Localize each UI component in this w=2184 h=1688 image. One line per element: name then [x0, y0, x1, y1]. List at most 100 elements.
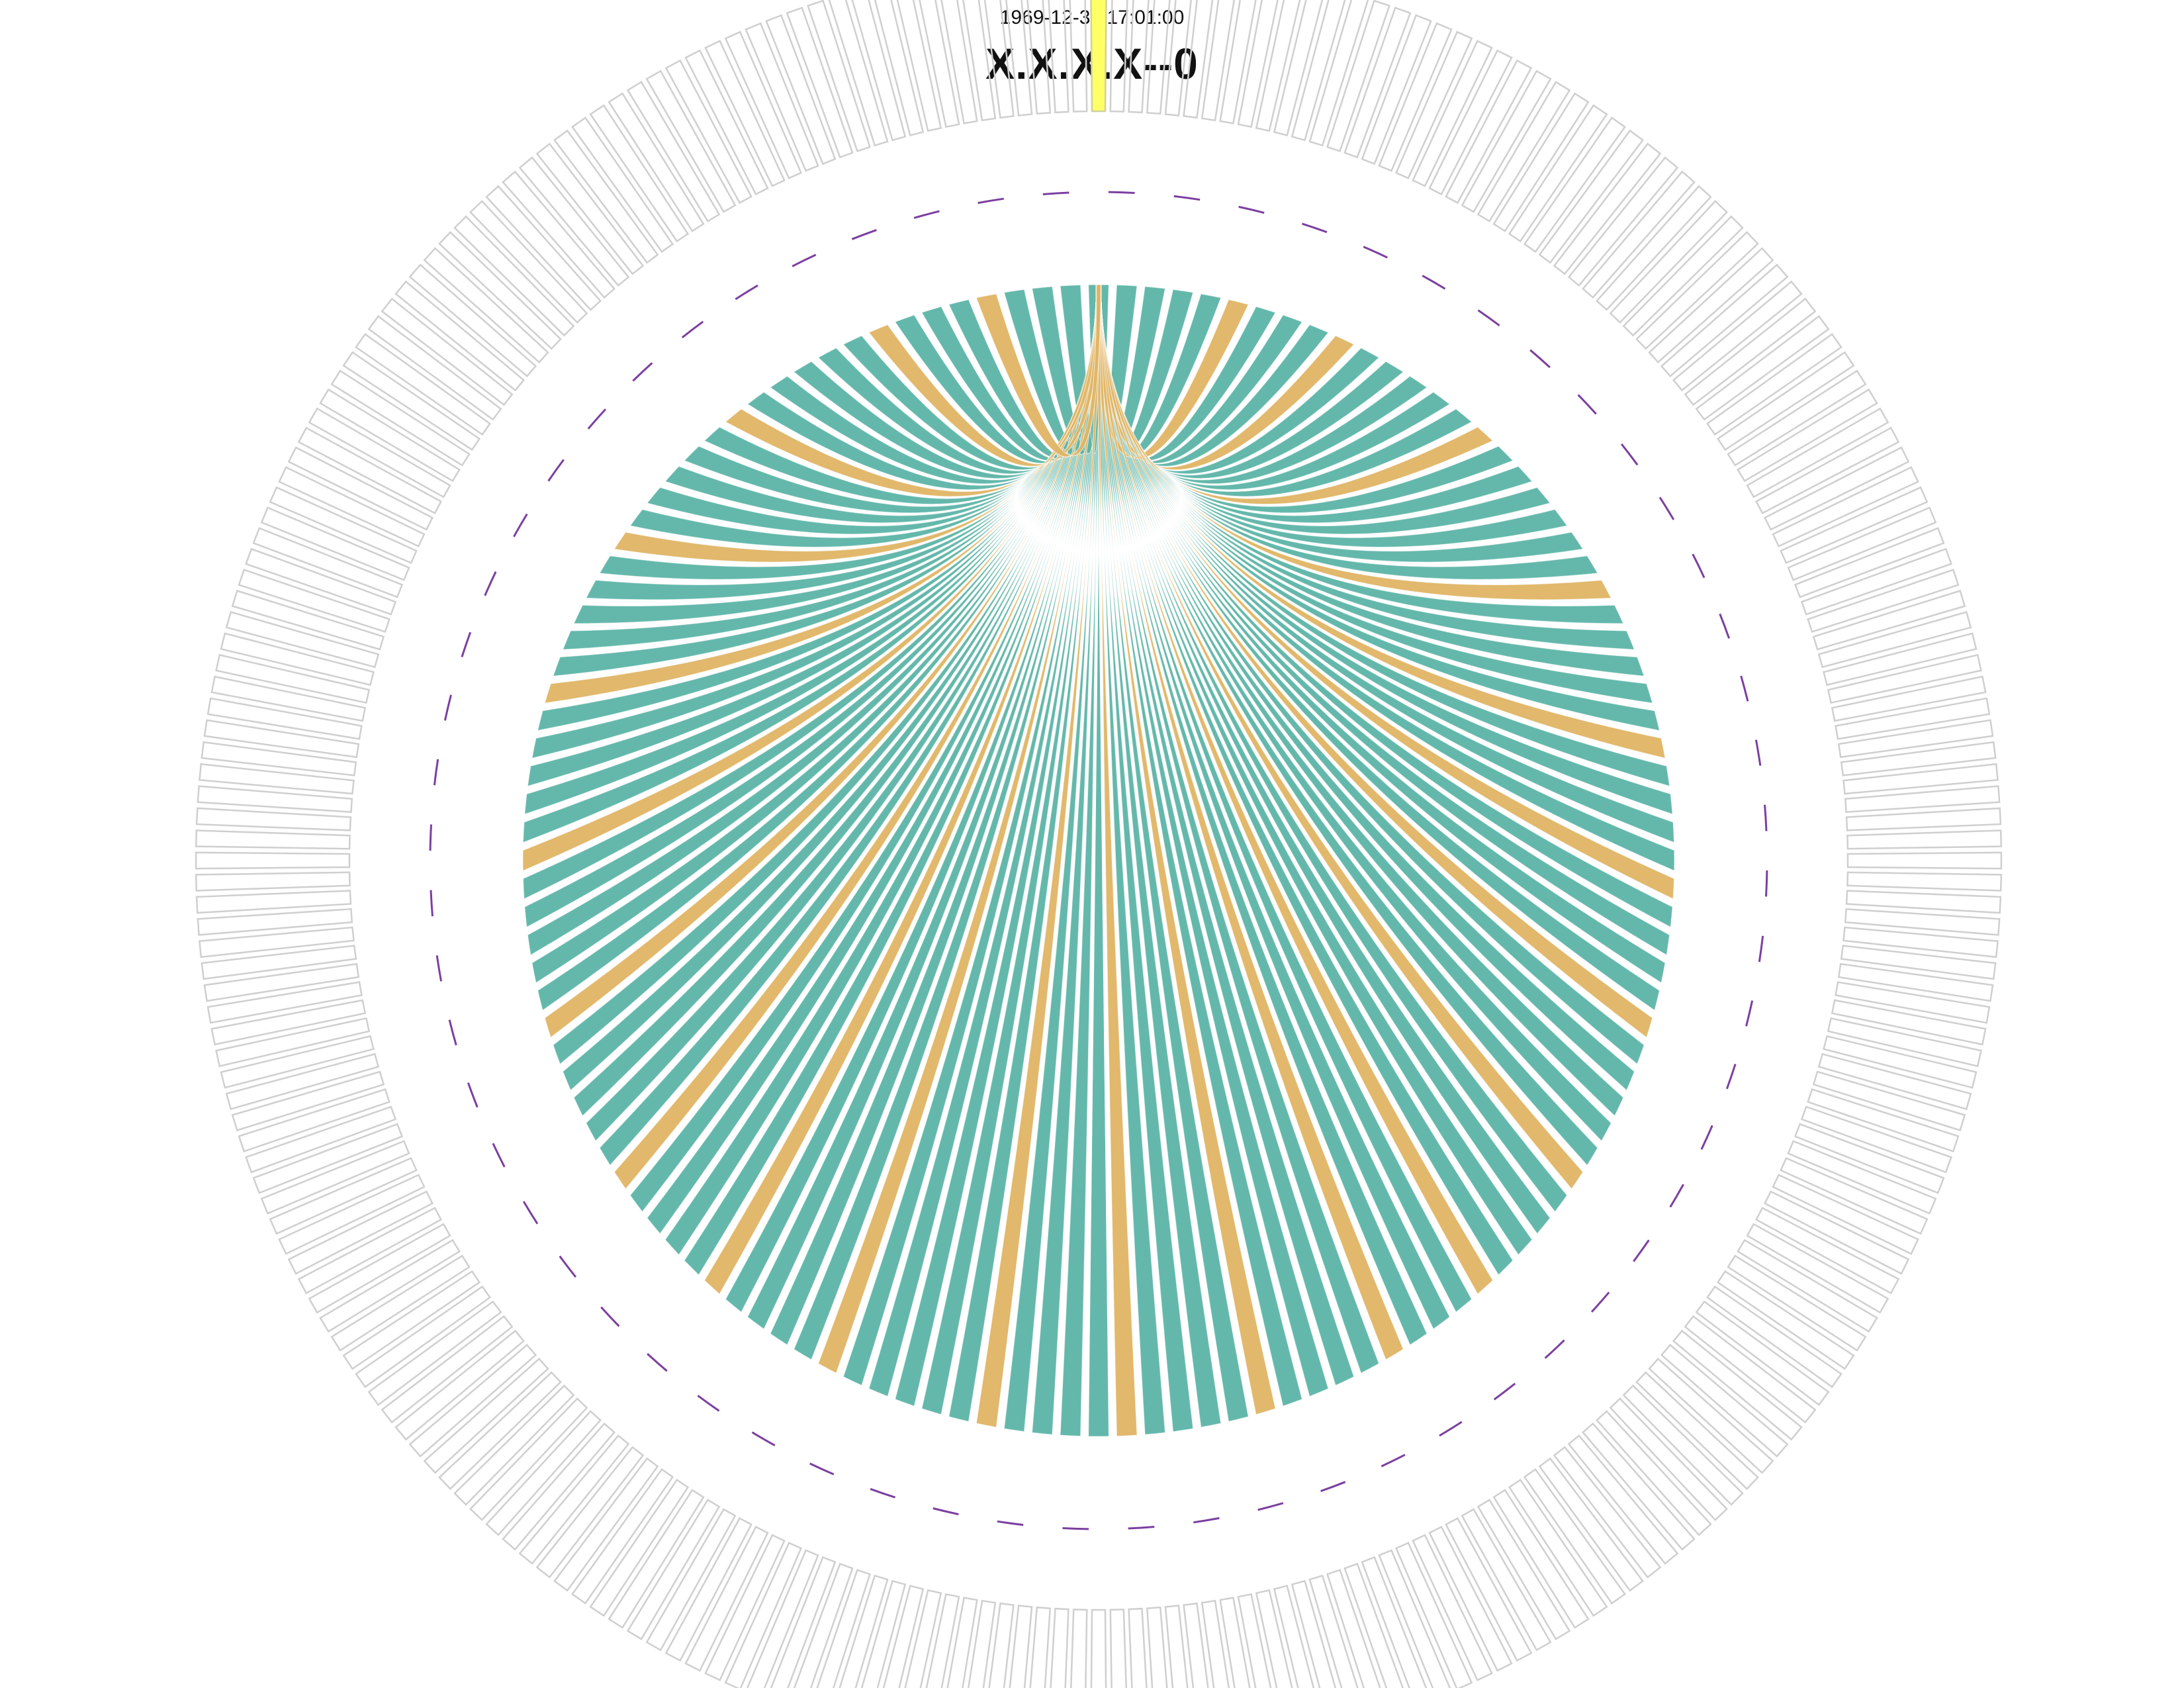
ring-segment [394, 280, 525, 392]
ring-segment [1609, 1397, 1728, 1521]
ring-segment [535, 142, 645, 275]
chord [1095, 284, 1194, 1432]
ring-segment [469, 1397, 588, 1521]
chord [894, 284, 1102, 1407]
marker-dash [933, 1507, 959, 1516]
ring-segment [215, 1017, 371, 1068]
ring-segment [206, 981, 363, 1024]
chord-secondary [976, 284, 1102, 457]
chord [1095, 284, 1303, 1407]
marker-dash [870, 1487, 896, 1499]
highlighted-segment [1090, 0, 1107, 113]
ring-segment [1727, 369, 1867, 467]
marker-dash [978, 197, 1004, 205]
chord [1095, 284, 1514, 1276]
ring-segment [1807, 1088, 1960, 1152]
marker-dash [433, 759, 439, 786]
ring-segment [269, 486, 418, 565]
ring-segment [1780, 486, 1929, 565]
ring-segment [1827, 653, 1982, 704]
ring-segment [1477, 81, 1571, 222]
marker-dash [1719, 613, 1731, 639]
marker-dash [1493, 1382, 1516, 1401]
marker-dash [492, 1143, 506, 1168]
marker-dash [1577, 394, 1597, 415]
ring-segment [967, 1599, 997, 1688]
ring-segment [626, 1499, 721, 1640]
ring-segment [1827, 1017, 1982, 1068]
ring-segment [1831, 675, 1987, 722]
marker-dash [429, 824, 432, 851]
marker-dash [1238, 205, 1265, 214]
ring-segment [724, 1542, 803, 1688]
ring-segment [1378, 22, 1453, 172]
chord [842, 284, 1102, 1386]
marker-dash [697, 1395, 720, 1412]
ring-segment [1412, 1534, 1493, 1681]
ring-segment [469, 200, 588, 324]
marker-dash [751, 1431, 776, 1446]
chord [522, 284, 1102, 843]
ring-segment [608, 1489, 705, 1629]
marker-dash [1754, 739, 1762, 766]
chords-layer [522, 284, 1675, 1437]
chord [1095, 284, 1428, 1346]
chord [1031, 284, 1102, 1435]
ring-segment [807, 0, 871, 152]
ring-segment [342, 1270, 481, 1370]
ring-segment [1183, 1602, 1209, 1688]
ring-segment [1164, 0, 1192, 117]
ring-segment [1009, 1605, 1033, 1688]
ring-segment [553, 1457, 659, 1592]
ring-segment [940, 0, 978, 124]
chord [770, 284, 1102, 1346]
ring-segment [816, 1569, 871, 1688]
chord-secondary [1095, 284, 1494, 1295]
chord [562, 284, 1102, 650]
ring-segment [724, 30, 803, 179]
ring-segment [238, 569, 390, 633]
marker-dash [513, 513, 528, 538]
ring-segment [195, 871, 351, 892]
ring-segment [1596, 1410, 1712, 1536]
ring-segment [1291, 1579, 1337, 1688]
ring-segment [195, 807, 352, 831]
ring-segment [1823, 1035, 1978, 1089]
ring-segment [684, 49, 769, 196]
ring-segment [1596, 185, 1712, 311]
marker-dash [1590, 1291, 1610, 1313]
chord [1095, 284, 1675, 843]
ring-segment [220, 632, 375, 686]
ring-segment [269, 1156, 418, 1235]
ring-segment [626, 81, 721, 222]
ring-segment [1255, 1589, 1293, 1688]
chord [1095, 284, 1673, 815]
ring-segment [453, 1384, 575, 1506]
ring-segment [1128, 1607, 1148, 1688]
ring-segment [330, 369, 471, 467]
ring-segment [1763, 1190, 1910, 1275]
ring-segment [1326, 1569, 1381, 1688]
marker-dash [448, 1019, 457, 1046]
marker-dash [735, 284, 758, 301]
ring-segment [1146, 0, 1171, 115]
ring-segment [664, 1517, 752, 1662]
ring-segment [1183, 0, 1214, 119]
ring-segment [988, 1602, 1015, 1688]
ring-segment [1622, 1384, 1744, 1506]
ring-segment [1538, 1457, 1644, 1592]
ring-segment [355, 1285, 492, 1388]
ring-segment [983, 0, 1015, 119]
ring-segment [1812, 1070, 1966, 1132]
ring-segment [1706, 1285, 1843, 1388]
chord [1095, 284, 1645, 677]
ring-segment [1780, 1156, 1929, 1235]
marker-dash [997, 1520, 1024, 1526]
chord [531, 284, 1102, 984]
chord-secondary [614, 284, 1102, 1190]
ring-segment [874, 0, 925, 136]
chord [1095, 284, 1249, 1423]
ring-segment [195, 829, 351, 850]
ring-segment [1109, 0, 1128, 113]
marker-dash [1363, 246, 1388, 259]
